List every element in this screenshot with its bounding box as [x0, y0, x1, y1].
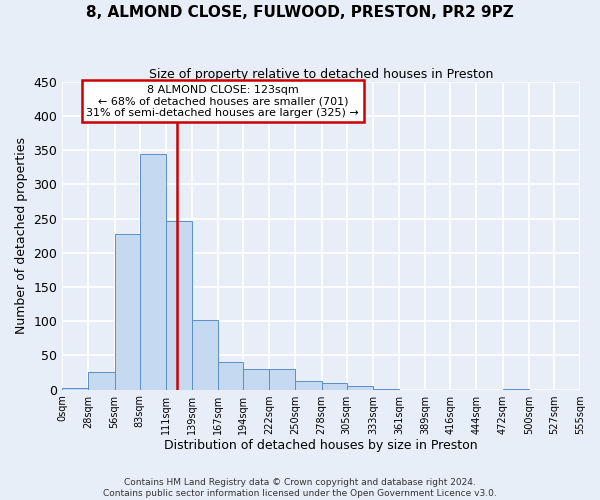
Bar [322, 384, 347, 390]
Bar [295, 380, 322, 390]
Title: Size of property relative to detached houses in Preston: Size of property relative to detached ho… [149, 68, 493, 80]
Bar [243, 369, 269, 390]
Y-axis label: Number of detached properties: Number of detached properties [15, 137, 28, 334]
Bar [373, 389, 399, 390]
X-axis label: Distribution of detached houses by size in Preston: Distribution of detached houses by size … [164, 440, 478, 452]
Bar [115, 234, 140, 390]
Bar [166, 220, 192, 390]
Bar [503, 389, 529, 390]
Bar [347, 386, 373, 390]
Bar [218, 362, 243, 390]
Bar [269, 369, 295, 390]
Bar [140, 154, 166, 390]
Text: Contains HM Land Registry data © Crown copyright and database right 2024.
Contai: Contains HM Land Registry data © Crown c… [103, 478, 497, 498]
Text: 8, ALMOND CLOSE, FULWOOD, PRESTON, PR2 9PZ: 8, ALMOND CLOSE, FULWOOD, PRESTON, PR2 9… [86, 5, 514, 20]
Text: 8 ALMOND CLOSE: 123sqm
← 68% of detached houses are smaller (701)
31% of semi-de: 8 ALMOND CLOSE: 123sqm ← 68% of detached… [86, 84, 359, 118]
Bar [88, 372, 115, 390]
Bar [192, 320, 218, 390]
Bar [62, 388, 88, 390]
